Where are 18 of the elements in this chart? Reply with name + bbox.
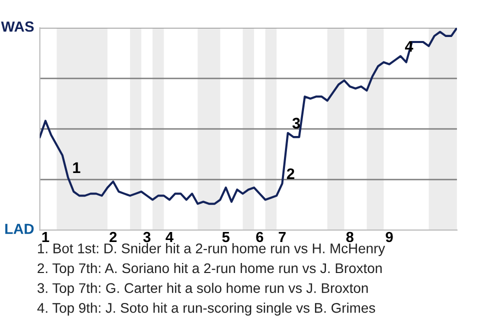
- x-tick-label: 2: [110, 232, 117, 242]
- text: 3. Top 7th: G. Carter hit a solo home run vs J. Broxton: [37, 282, 368, 296]
- text: 1. Bot 1st: D. Snider hit a 2-run home run vs H. McHenry: [38, 243, 386, 256]
- x-tick-label: 1: [42, 232, 50, 242]
- annotation: 2: [286, 168, 294, 180]
- text: WAS: [1, 21, 34, 32]
- x-tick-label: 3: [143, 232, 150, 242]
- x-tick-label: 8: [346, 232, 354, 242]
- x-tick-label: 6: [256, 232, 264, 242]
- x-tick-label: 5: [222, 232, 230, 242]
- annotation: 1: [73, 162, 80, 173]
- text: 4. Top 9th: J. Soto hit a run-scoring single vs B. Grimes: [37, 302, 376, 316]
- x-tick-label: 9: [386, 232, 393, 242]
- text: 2. Top 7th: A. Soriano hit a 2-run home run vs J. Broxton: [38, 262, 382, 276]
- x-tick-label: 7: [278, 232, 286, 242]
- annotation: 3: [292, 118, 300, 129]
- text: LAD: [5, 224, 34, 234]
- x-tick-label: 4: [166, 232, 174, 242]
